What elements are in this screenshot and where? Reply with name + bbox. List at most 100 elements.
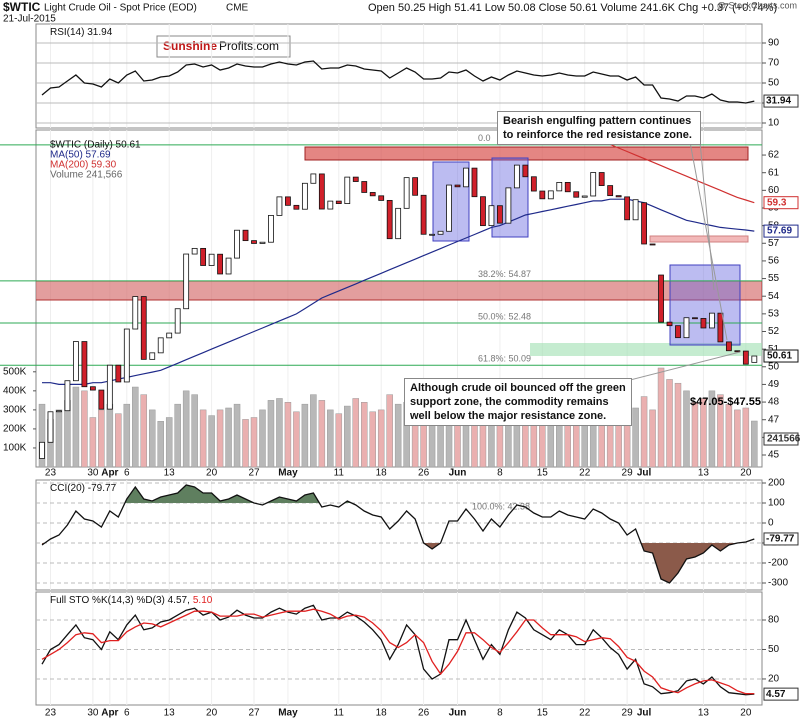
- x-tick-label: 23: [45, 468, 57, 479]
- x-tick-label: May: [278, 708, 298, 719]
- candle-body: [742, 350, 749, 365]
- indicator-line: [41, 604, 755, 696]
- candle-body: [446, 184, 452, 232]
- y-tick-label: 62: [768, 150, 780, 161]
- candle-body: [140, 296, 147, 360]
- candle-body: [564, 182, 571, 193]
- candle-body: [530, 176, 537, 192]
- y-tick-label: 0: [768, 518, 774, 529]
- volume-bar: [369, 411, 376, 468]
- value-label: -79.77: [766, 534, 795, 545]
- volume-bar: [89, 417, 97, 468]
- candle-body: [81, 341, 88, 388]
- volume-bar: [725, 403, 733, 468]
- value-box: [763, 224, 799, 238]
- y-tick-label: 55: [768, 273, 780, 284]
- resistance-zone: [649, 235, 749, 243]
- candle-body: [285, 196, 291, 206]
- x-tick-label: 8: [497, 468, 503, 479]
- x-tick-label: 22: [579, 468, 591, 479]
- candle-body: [480, 196, 486, 227]
- candle-body: [505, 187, 512, 224]
- x-tick-label: 13: [698, 468, 710, 479]
- volume-bar: [327, 409, 334, 468]
- legend-label: Full STO %K(14,3) %D(3) 4.57, 5.10: [50, 595, 213, 606]
- x-tick-label: 30: [87, 468, 99, 479]
- candle-body: [658, 274, 664, 323]
- candle-body: [123, 328, 130, 383]
- x-tick-label: 6: [124, 708, 130, 719]
- legend-label: MA(200) 59.30: [50, 160, 117, 171]
- exchange: CME: [226, 3, 249, 14]
- candle-body: [64, 380, 71, 412]
- x-tick-label: 26: [418, 468, 430, 479]
- candle-body: [132, 296, 139, 330]
- legend-label: $WTIC (Daily) 50.61: [50, 140, 141, 151]
- candle-body: [276, 196, 283, 216]
- y-tick-label: 49: [768, 379, 780, 390]
- candle-body: [709, 312, 715, 329]
- candle-body: [624, 196, 631, 221]
- symbol: $WTIC: [3, 0, 41, 14]
- y-tick-label: 80: [768, 615, 780, 626]
- volume-bar: [199, 409, 207, 468]
- volume-tick-label: 200K: [3, 424, 27, 435]
- y-tick-label: 45: [768, 450, 780, 461]
- panel-frame: [35, 479, 763, 591]
- legend-entry: Full STO %K(14,3) %D(3) 4.57,: [50, 595, 190, 606]
- candle-body: [649, 243, 656, 246]
- x-tick-label: May: [278, 468, 298, 479]
- volume-tick-label: 500K: [3, 366, 27, 377]
- value-label: 57.69: [767, 226, 792, 237]
- candle-body: [318, 173, 325, 210]
- candle-body: [386, 199, 393, 240]
- y-tick-label: 56: [768, 256, 780, 267]
- x-tick-label: 15: [537, 468, 549, 479]
- volume-bar: [148, 409, 156, 468]
- x-tick-label: 22: [579, 708, 591, 719]
- candle-body: [378, 195, 385, 201]
- value-label: 241566: [767, 434, 800, 445]
- volume-tick-label: 300K: [3, 405, 27, 416]
- candle-body: [56, 410, 62, 413]
- volume-bar: [250, 417, 258, 468]
- x-tick-label: 27: [248, 708, 260, 719]
- x-tick-label: Apr: [101, 708, 118, 719]
- volume-bar: [98, 409, 105, 468]
- volume-bar: [191, 394, 198, 468]
- volume-bar: [106, 403, 114, 468]
- volume-bar: [182, 390, 190, 468]
- volume-bar: [708, 390, 716, 468]
- panel-frame: [35, 23, 763, 129]
- candle-body: [106, 364, 113, 410]
- candle-body: [437, 230, 444, 235]
- x-tick-label: Jun: [449, 468, 467, 479]
- candle-body: [666, 321, 673, 327]
- y-tick-label: 50: [768, 361, 780, 372]
- volume-bar: [310, 394, 317, 468]
- volume-bar: [259, 409, 266, 468]
- cci-fill: [42, 543, 755, 583]
- candle-body: [556, 182, 563, 192]
- y-tick-label: 54: [768, 291, 780, 302]
- candle-body: [174, 308, 181, 334]
- y-tick-label: 90: [768, 38, 780, 49]
- x-tick-label: 20: [206, 708, 218, 719]
- y-tick-label: -300: [768, 578, 788, 589]
- candle-body: [361, 181, 368, 193]
- candle-body: [183, 253, 190, 310]
- instrument-name: Light Crude Oil - Spot Price (EOD): [44, 3, 197, 14]
- candle-body: [522, 164, 529, 178]
- candle-body: [683, 317, 690, 339]
- legend-entry: RSI(14) 31.94: [50, 27, 113, 38]
- indicator-line: [41, 60, 755, 104]
- candle-body: [234, 229, 240, 259]
- candle-body: [115, 364, 122, 383]
- volume-bar: [700, 398, 707, 468]
- x-tick-label: Jul: [637, 468, 652, 479]
- logo-text: Profits.com: [219, 39, 279, 53]
- value-box: [763, 94, 799, 108]
- candle-body: [352, 176, 359, 182]
- volume-bar: [132, 386, 139, 468]
